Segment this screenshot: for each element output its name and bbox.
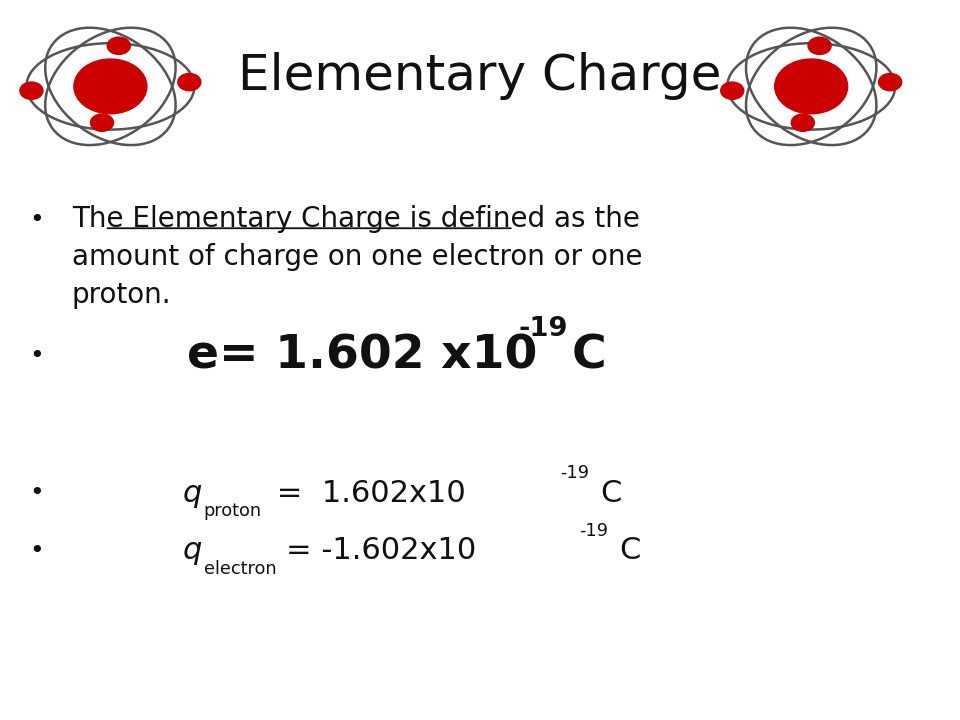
- Circle shape: [74, 59, 147, 114]
- Text: =  1.602x10: = 1.602x10: [267, 479, 466, 508]
- Text: q: q: [182, 479, 202, 508]
- Circle shape: [878, 73, 901, 91]
- Circle shape: [808, 37, 831, 55]
- Circle shape: [178, 73, 201, 91]
- Circle shape: [20, 82, 43, 99]
- Text: Elementary Charge: Elementary Charge: [238, 52, 722, 99]
- Text: C: C: [619, 536, 640, 565]
- Circle shape: [791, 114, 814, 131]
- Circle shape: [96, 76, 125, 97]
- Text: electron: electron: [204, 560, 276, 577]
- Text: C: C: [571, 334, 606, 379]
- Text: •: •: [29, 539, 44, 563]
- Text: •: •: [29, 344, 44, 369]
- Text: = -1.602x10: = -1.602x10: [286, 536, 476, 565]
- Text: •: •: [29, 207, 44, 232]
- Circle shape: [797, 76, 826, 97]
- Circle shape: [84, 67, 136, 106]
- Text: -19: -19: [518, 316, 568, 342]
- Circle shape: [90, 114, 113, 131]
- Text: -19: -19: [560, 464, 588, 482]
- Text: C: C: [600, 479, 621, 508]
- Circle shape: [785, 67, 837, 106]
- Text: e= 1.602 x10: e= 1.602 x10: [187, 334, 538, 379]
- Text: •: •: [29, 481, 44, 505]
- Text: q: q: [182, 536, 202, 565]
- Text: The Elementary Charge is defined as the
amount of charge on one electron or one
: The Elementary Charge is defined as the …: [72, 205, 642, 309]
- Circle shape: [108, 37, 131, 55]
- Circle shape: [721, 82, 744, 99]
- Circle shape: [775, 59, 848, 114]
- Text: proton: proton: [204, 503, 262, 520]
- Text: -19: -19: [579, 521, 608, 540]
